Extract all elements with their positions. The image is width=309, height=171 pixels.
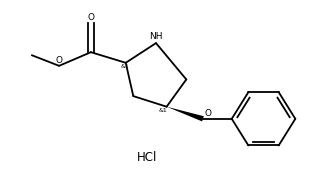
Text: NH: NH xyxy=(149,32,163,41)
Text: &1: &1 xyxy=(120,64,129,69)
Text: &1: &1 xyxy=(159,108,168,113)
Polygon shape xyxy=(167,107,204,121)
Text: HCl: HCl xyxy=(137,151,157,164)
Text: O: O xyxy=(87,13,94,22)
Text: O: O xyxy=(56,56,63,65)
Text: O: O xyxy=(205,109,211,118)
